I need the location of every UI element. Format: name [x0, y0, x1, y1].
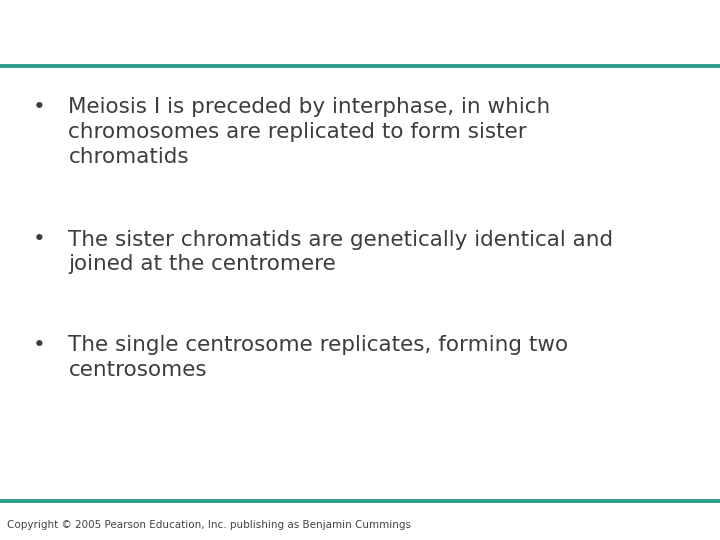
Text: •: • — [33, 230, 46, 249]
Text: •: • — [33, 97, 46, 117]
Text: •: • — [33, 335, 46, 355]
Text: The single centrosome replicates, forming two
centrosomes: The single centrosome replicates, formin… — [68, 335, 569, 380]
Text: The sister chromatids are genetically identical and
joined at the centromere: The sister chromatids are genetically id… — [68, 230, 613, 274]
Text: Copyright © 2005 Pearson Education, Inc. publishing as Benjamin Cummings: Copyright © 2005 Pearson Education, Inc.… — [7, 520, 411, 530]
Text: Meiosis I is preceded by interphase, in which
chromosomes are replicated to form: Meiosis I is preceded by interphase, in … — [68, 97, 551, 167]
